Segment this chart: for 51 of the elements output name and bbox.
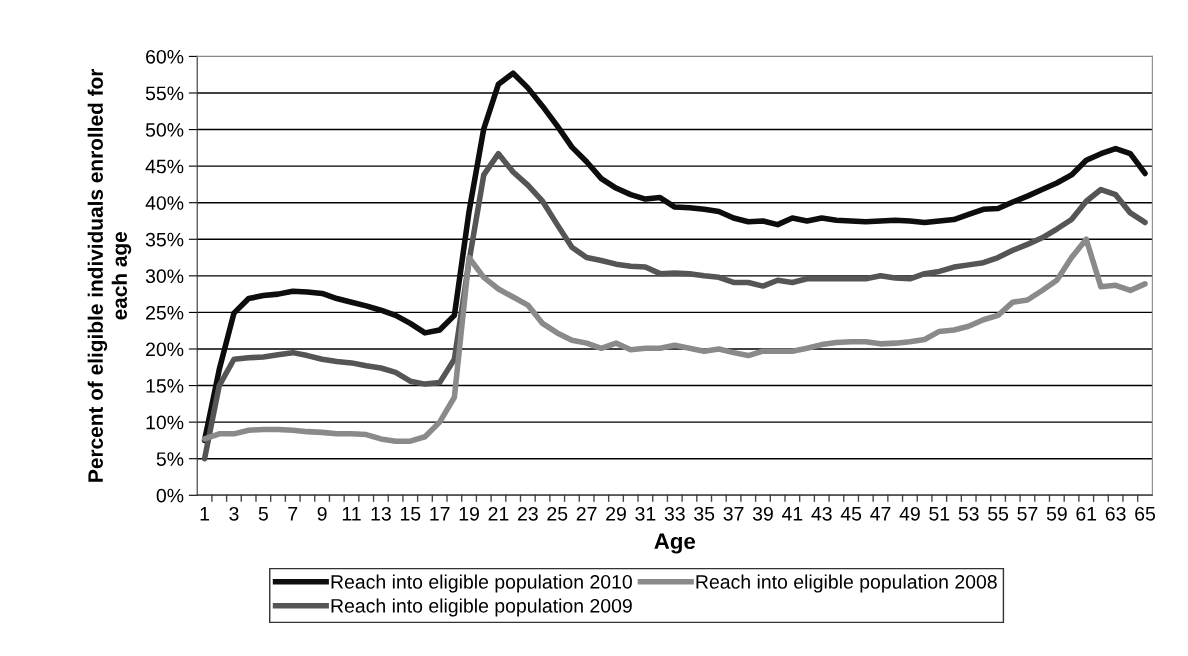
legend-label: Reach into eligible population 2008 (696, 574, 997, 593)
x-tick-label: 45 (840, 507, 862, 521)
x-tick-label: 65 (1135, 506, 1156, 521)
x-tick-label: 25 (547, 506, 568, 521)
x-tick-label: 61 (1076, 506, 1097, 521)
y-tick-label: 45% (145, 159, 184, 174)
x-tick-label: 31 (635, 506, 656, 521)
y-tick-label: 10% (146, 415, 184, 430)
y-tick-label: 30% (145, 269, 184, 284)
y-tick-label: 15% (146, 379, 184, 393)
legend-label: Reach into eligible population 2010 (331, 574, 632, 593)
x-tick-label: 33 (664, 506, 685, 521)
x-tick-label: 19 (459, 506, 479, 521)
x-tick-label: 9 (317, 506, 327, 521)
x-tick-label: 17 (430, 507, 450, 521)
y-tick-label: 35% (145, 232, 184, 247)
x-tick-label: 27 (576, 506, 597, 521)
x-tick-label: 39 (752, 506, 773, 521)
x-tick-label: 53 (958, 506, 979, 521)
x-tick-label: 47 (870, 507, 891, 521)
y-tick-label: 5% (156, 452, 184, 466)
y-tick-label: 20% (146, 342, 184, 357)
y-tick-label: 50% (145, 123, 184, 137)
x-tick-label: 13 (371, 506, 391, 521)
y-axis-title: Percent of eligible individuals enrolled for each age (87, 68, 132, 482)
x-tick-label: 37 (723, 506, 744, 521)
x-tick-label: 41 (781, 507, 803, 521)
x-tick-label: 7 (288, 507, 298, 521)
x-tick-label: 5 (258, 507, 268, 521)
y-tick-label: 25% (146, 305, 184, 320)
x-tick-label: 55 (988, 507, 1009, 521)
y-tick-label: 0% (156, 488, 184, 503)
x-tick-label: 11 (342, 507, 361, 521)
x-tick-label: 23 (518, 506, 538, 521)
x-tick-label: 57 (1017, 507, 1038, 521)
x-tick-label: 43 (811, 506, 832, 521)
y-tick-label: 40% (145, 196, 184, 210)
x-tick-label: 35 (694, 506, 715, 521)
x-tick-label: 59 (1046, 506, 1067, 521)
legend-label: Reach into eligible population 2009 (331, 598, 632, 617)
x-tick-label: 15 (400, 507, 421, 521)
x-tick-label: 49 (899, 506, 920, 521)
y-tick-label: 60% (146, 49, 184, 64)
x-tick-label: 63 (1105, 506, 1126, 521)
x-tick-label: 51 (929, 507, 950, 521)
x-tick-label: 21 (488, 506, 509, 521)
x-axis-title: Age (654, 533, 696, 554)
x-tick-label: 29 (606, 506, 626, 521)
x-tick-label: 3 (229, 506, 239, 521)
x-tick-label: 1 (200, 507, 210, 521)
y-tick-label: 55% (145, 86, 184, 101)
